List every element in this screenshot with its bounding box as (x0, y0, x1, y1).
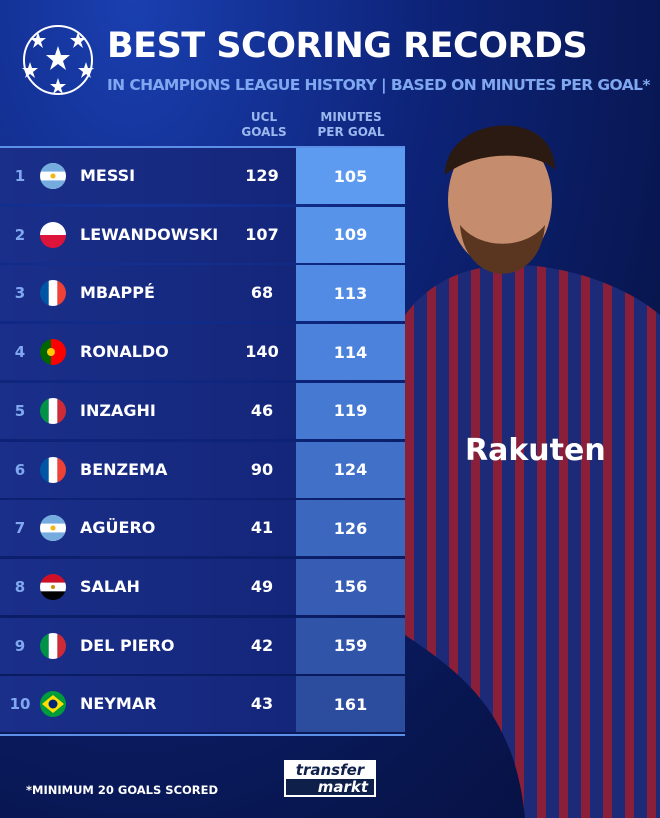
table-row: 2 LEWANDOWSKI 107 109 (0, 206, 405, 263)
player-name: RONALDO (80, 342, 169, 362)
ucl-goals: 43 (250, 694, 274, 714)
player-name: NEYMAR (80, 694, 157, 714)
table-row: 3 MBAPPÉ 68 113 (0, 265, 405, 322)
flag-brazil-icon (40, 691, 66, 718)
minutes-per-goal: 124 (296, 441, 405, 498)
column-header-goals: UCL GOALS (236, 110, 292, 140)
rank: 7 (14, 519, 26, 538)
ucl-goals: 107 (245, 224, 279, 244)
minutes-per-goal: 126 (296, 500, 405, 557)
transfermarkt-logo: transfer markt (284, 760, 376, 797)
column-header-goals-line1: UCL (250, 110, 278, 124)
minutes-per-goal: 114 (296, 324, 405, 381)
minutes-per-goal: 161 (296, 676, 405, 733)
player-photo: Rakuten (405, 125, 660, 818)
ucl-goals: 46 (250, 400, 274, 420)
column-header-minutes-per-goal: MINUTES PER GOAL (300, 110, 402, 140)
table-row: 10 NEYMAR 43 161 (0, 676, 405, 733)
minutes-per-goal: 159 (296, 617, 405, 674)
table-row: 5 INZAGHI 46 119 (0, 382, 405, 439)
column-header-mpg-line2: PER GOAL (317, 125, 385, 139)
flag-italy-icon (40, 397, 66, 424)
player-name: DEL PIERO (80, 635, 175, 655)
rank: 10 (9, 695, 31, 714)
table-top-divider (0, 146, 405, 148)
ucl-goals: 42 (250, 635, 274, 655)
rank: 4 (14, 343, 26, 362)
table-bottom-divider (0, 734, 405, 736)
minutes-per-goal: 109 (296, 206, 405, 263)
rank: 9 (14, 636, 26, 655)
player-name: MBAPPÉ (80, 283, 155, 303)
flag-argentina-icon (40, 515, 66, 542)
ucl-goals: 140 (245, 342, 279, 362)
minutes-per-goal: 119 (296, 382, 405, 439)
minutes-per-goal: 156 (296, 558, 405, 615)
rank: 3 (14, 284, 26, 303)
table-row: 4 RONALDO 140 114 (0, 324, 405, 381)
rank: 6 (14, 460, 26, 479)
minutes-per-goal: 105 (296, 148, 405, 204)
ucl-goals: 68 (250, 283, 274, 303)
page-subtitle: IN CHAMPIONS LEAGUE HISTORY | BASED ON M… (107, 76, 650, 94)
ucl-goals: 90 (250, 459, 274, 479)
brand-line1: transfer (295, 761, 365, 779)
rank: 1 (14, 167, 26, 185)
table-row: 9 DEL PIERO 42 159 (0, 617, 405, 674)
player-name: SALAH (80, 576, 140, 596)
player-name: AGÜERO (80, 518, 156, 538)
table-row: 8 SALAH 49 156 (0, 558, 405, 615)
flag-argentina-icon (40, 163, 66, 189)
rank: 5 (14, 401, 26, 420)
minutes-per-goal: 113 (296, 265, 405, 322)
rank: 2 (14, 225, 26, 244)
column-header-goals-line2: GOALS (241, 125, 287, 139)
footnote: *MINIMUM 20 GOALS SCORED (26, 783, 219, 797)
flag-france-icon (40, 456, 66, 483)
shirt-sponsor-text: Rakuten (465, 433, 606, 468)
column-header-mpg-line1: MINUTES (320, 110, 382, 124)
flag-portugal-icon (40, 339, 66, 366)
player-name: BENZEMA (80, 459, 168, 479)
champions-league-starball-logo (22, 25, 94, 95)
ucl-goals: 129 (245, 166, 279, 185)
player-name: LEWANDOWSKI (80, 224, 219, 244)
table-row: 1 MESSI 129 105 (0, 148, 405, 204)
flag-poland-icon (40, 221, 66, 248)
player-name: INZAGHI (80, 400, 156, 420)
ucl-goals: 49 (250, 576, 274, 596)
rank: 8 (14, 577, 26, 596)
table-row: 6 BENZEMA 90 124 (0, 441, 405, 498)
page-title: BEST SCORING RECORDS (107, 26, 588, 66)
player-name: MESSI (80, 166, 136, 185)
flag-egypt-icon (40, 573, 66, 600)
ucl-goals: 41 (250, 518, 274, 538)
brand-line2: markt (286, 779, 374, 795)
flag-france-icon (40, 280, 66, 307)
flag-italy-icon (40, 632, 66, 659)
table-row: 7 AGÜERO 41 126 (0, 500, 405, 557)
